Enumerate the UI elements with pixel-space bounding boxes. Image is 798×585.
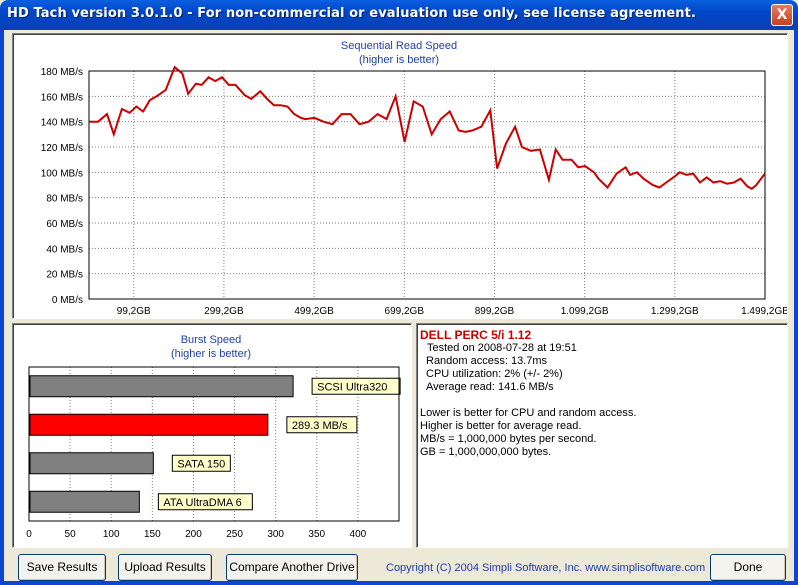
drive-name: DELL PERC 5/i 1.12 <box>420 328 532 342</box>
y-tick-label: 180 MB/s <box>41 67 83 78</box>
burst-tick-label: 150 <box>144 529 161 540</box>
upload-results-button[interactable]: Upload Results <box>118 554 212 581</box>
cpu-utilization-text: CPU utilization: 2% (+/- 2%) <box>426 368 563 380</box>
burst-tick-label: 0 <box>26 529 32 540</box>
x-tick-label: 1.299,2GB <box>651 306 699 317</box>
burst-tick-label: 350 <box>308 529 325 540</box>
window-frame-left <box>0 30 4 585</box>
x-tick-label: 1.099,2GB <box>561 306 609 317</box>
copyright-link[interactable]: Copyright (C) 2004 Simpli Software, Inc.… <box>386 562 706 574</box>
window-frame-right <box>794 30 798 585</box>
y-tick-label: 20 MB/s <box>46 270 83 281</box>
sequential-read-chart: Sequential Read Speed (higher is better)… <box>41 40 789 317</box>
x-tick-label: 299,2GB <box>204 306 244 317</box>
sequential-read-panel: Sequential Read Speed (higher is better)… <box>12 33 789 319</box>
burst-tick-label: 300 <box>267 529 284 540</box>
sequential-read-title: Sequential Read Speed <box>341 40 457 52</box>
sequential-read-subtitle: (higher is better) <box>359 54 439 66</box>
series-line <box>89 65 766 191</box>
y-tick-label: 140 MB/s <box>41 118 83 129</box>
burst-speed-title: Burst Speed <box>181 334 242 346</box>
burst-label-box <box>286 416 358 434</box>
y-tick-label: 0 MB/s <box>52 295 83 306</box>
average-read-text: Average read: 141.6 MB/s <box>426 381 554 393</box>
y-tick-label: 160 MB/s <box>41 92 83 103</box>
window-title: HD Tach version 3.0.1.0 - For non-commer… <box>7 6 696 21</box>
tested-on-text: Tested on 2008-07-28 at 19:51 <box>427 342 577 354</box>
burst-bar-current <box>29 413 269 436</box>
x-tick-label: 99,2GB <box>117 306 151 317</box>
burst-speed-panel: Burst Speed (higher is better) SCSI Ultr… <box>12 323 412 548</box>
burst-tick-label: 200 <box>185 529 202 540</box>
x-tick-label: 1.499,2GB <box>741 306 787 317</box>
burst-speed-subtitle: (higher is better) <box>171 348 251 360</box>
drive-info-panel: DELL PERC 5/i 1.12 Tested on 2008-07-28 … <box>416 323 788 548</box>
note-mbs-definition: MB/s = 1,000,000 bytes per second. <box>420 433 597 445</box>
title-bar: HD Tach version 3.0.1.0 - For non-commer… <box>0 0 798 30</box>
note-average-read: Higher is better for average read. <box>420 420 582 432</box>
y-tick-label: 80 MB/s <box>46 194 83 205</box>
plot-area-border <box>88 70 766 300</box>
burst-bar-reference <box>29 490 140 513</box>
save-results-button[interactable]: Save Results <box>18 554 106 581</box>
burst-bar-label: 289.3 MB/s <box>292 420 348 432</box>
burst-tick-label: 400 <box>350 529 367 540</box>
burst-tick-label: 100 <box>103 529 120 540</box>
x-tick-label: 899,2GB <box>475 306 515 317</box>
window-frame-bottom <box>0 581 798 585</box>
x-tick-label: 499,2GB <box>294 306 334 317</box>
x-tick-label: 699,2GB <box>385 306 425 317</box>
burst-label-box <box>157 493 253 511</box>
y-tick-label: 60 MB/s <box>46 219 83 230</box>
done-button[interactable]: Done <box>710 554 786 581</box>
y-tick-label: 40 MB/s <box>46 244 83 255</box>
burst-speed-chart: Burst Speed (higher is better) SCSI Ultr… <box>26 334 401 540</box>
burst-bar-label: SCSI Ultra320 <box>317 381 387 393</box>
burst-bar-label: SATA 150 <box>177 458 225 470</box>
burst-bar-reference <box>29 452 154 475</box>
y-tick-label: 100 MB/s <box>41 168 83 179</box>
note-gb-definition: GB = 1,000,000,000 bytes. <box>420 446 552 458</box>
y-tick-label: 120 MB/s <box>41 143 83 154</box>
random-access-text: Random access: 13.7ms <box>426 355 548 367</box>
note-cpu-random: Lower is better for CPU and random acces… <box>420 407 637 419</box>
burst-bar-reference <box>29 375 294 398</box>
burst-label-box <box>311 377 401 395</box>
burst-plot-border <box>28 366 400 522</box>
burst-tick-label: 250 <box>226 529 243 540</box>
compare-another-drive-button[interactable]: Compare Another Drive <box>226 554 358 581</box>
burst-tick-label: 50 <box>65 529 77 540</box>
close-button[interactable]: X <box>771 4 793 26</box>
burst-bar-label: ATA UltraDMA 6 <box>163 497 241 509</box>
burst-label-box <box>171 454 231 472</box>
